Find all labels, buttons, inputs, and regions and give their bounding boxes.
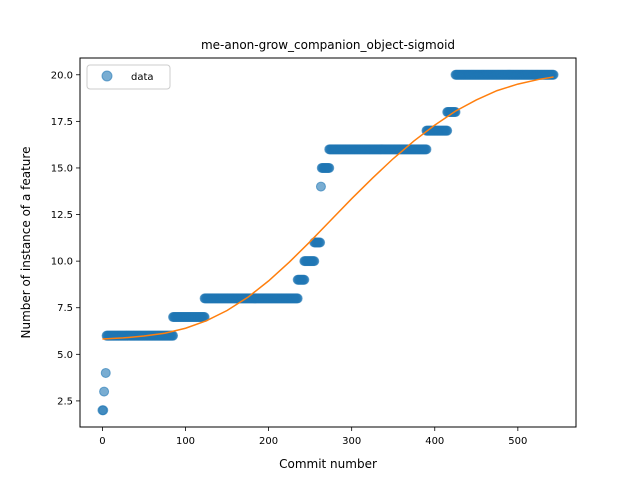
data-point (315, 237, 326, 248)
x-tick-label: 300 (342, 436, 361, 447)
data-point (442, 125, 453, 136)
x-axis-ticks: 0 100 200 300 400 500 (99, 427, 527, 447)
x-tick-label: 400 (425, 436, 444, 447)
scatter-points (97, 69, 559, 416)
fit-curve (102, 76, 554, 340)
data-point (309, 256, 320, 267)
legend-label: data (131, 72, 154, 83)
data-point (299, 274, 310, 285)
y-tick-label: 15.0 (51, 163, 73, 174)
data-point (100, 367, 111, 378)
y-tick-label: 10.0 (51, 257, 73, 268)
y-tick-label: 2.5 (57, 396, 73, 407)
y-tick-label: 7.5 (57, 303, 73, 314)
data-point (292, 293, 303, 304)
y-axis-ticks: 2.5 5.0 7.5 10.0 12.5 15.0 17.5 20.0 (51, 70, 80, 407)
y-tick-label: 17.5 (51, 117, 73, 128)
data-point (421, 144, 432, 155)
legend-marker (101, 70, 113, 82)
plot-frame (79, 57, 577, 428)
x-tick-label: 100 (176, 436, 195, 447)
y-tick-label: 5.0 (57, 350, 73, 361)
data-point (99, 386, 110, 397)
chart-title: me-anon-grow_companion_object-sigmoid (201, 38, 455, 52)
x-tick-label: 500 (508, 436, 527, 447)
y-tick-label: 12.5 (51, 210, 73, 221)
data-point (324, 162, 335, 173)
y-axis-label: Number of instance of a feature (19, 147, 33, 339)
data-point (98, 405, 109, 416)
fit-curve-layer (102, 76, 554, 340)
data-point (315, 181, 326, 192)
legend: data (86, 64, 171, 90)
y-tick-label: 20.0 (51, 70, 73, 81)
x-tick-label: 0 (99, 436, 105, 447)
x-axis-label: Commit number (279, 457, 377, 471)
legend-box (86, 64, 171, 90)
x-tick-label: 200 (259, 436, 278, 447)
